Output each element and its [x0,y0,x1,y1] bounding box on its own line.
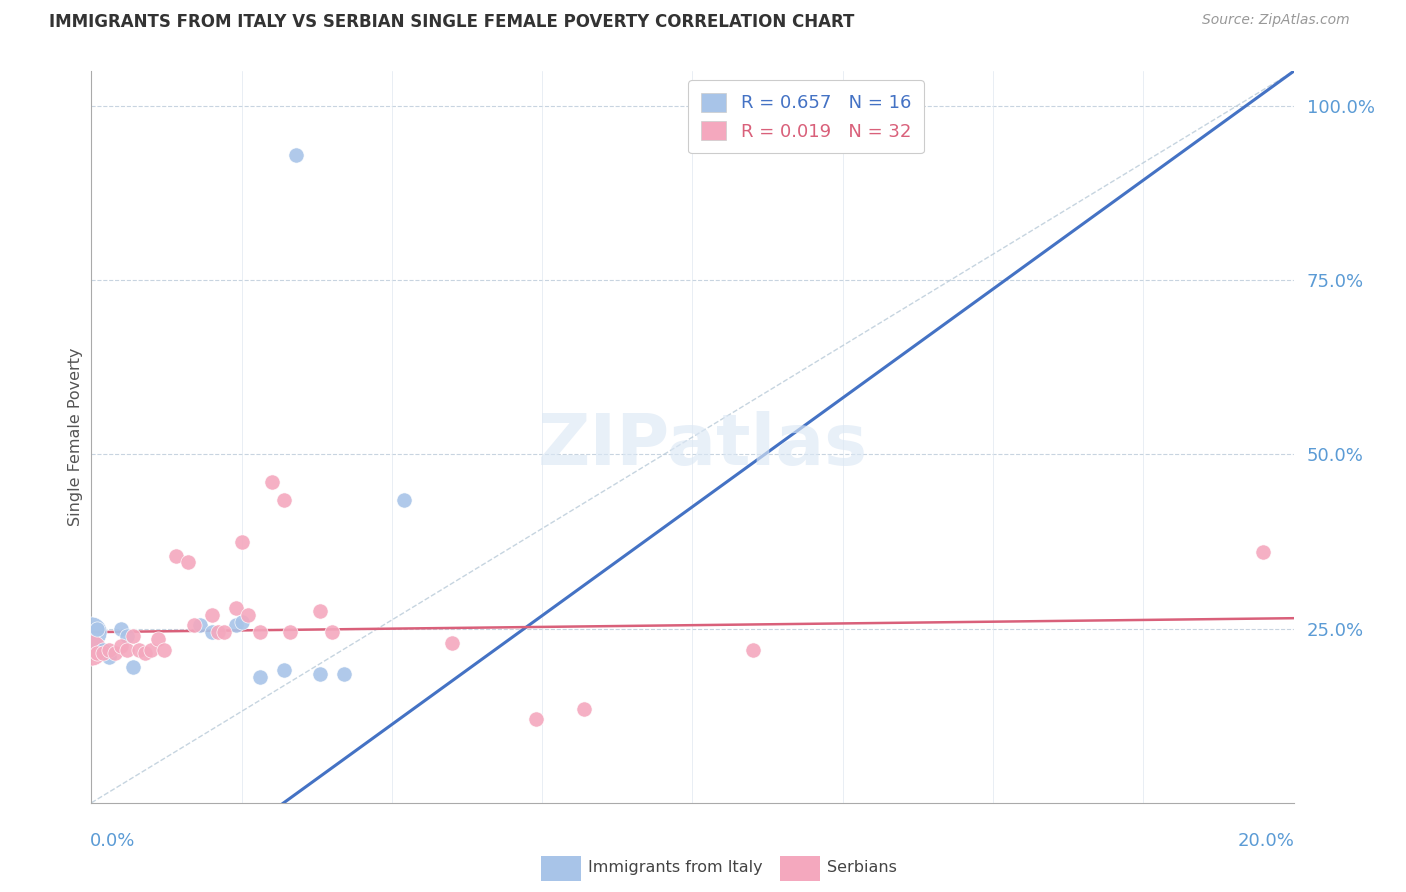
Point [141,642,163,657]
Point [440,635,463,649]
Point [201,607,224,622]
Text: 20.0%: 20.0% [1237,832,1295,850]
Point [122,660,145,674]
Point [236,607,259,622]
Point [104,646,127,660]
Point [225,618,247,632]
Point [207,625,229,640]
Legend: R = 0.657   N = 16, R = 0.019   N = 32: R = 0.657 N = 16, R = 0.019 N = 32 [689,80,924,153]
Point [98,642,121,657]
Text: 0.0%: 0.0% [90,832,135,850]
Point [308,604,330,618]
Point [741,642,763,657]
Point [93,642,115,657]
Point [93,646,115,660]
Point [122,629,145,643]
Point [134,646,156,660]
Point [273,664,295,678]
Point [98,649,121,664]
Point [333,667,356,681]
Point [249,625,271,640]
Point [117,629,139,643]
Point [146,632,169,646]
Point [176,556,198,570]
Point [392,492,415,507]
Point [80,642,103,657]
Point [86,646,108,660]
Point [110,622,132,636]
Point [165,549,187,563]
Point [231,615,253,629]
Point [278,625,301,640]
Point [152,642,174,657]
Point [86,622,108,636]
Point [574,702,596,716]
Point [110,639,132,653]
Text: Serbians: Serbians [827,860,897,874]
Point [273,492,295,507]
Text: Source: ZipAtlas.com: Source: ZipAtlas.com [1202,13,1350,28]
Point [188,618,211,632]
Text: IMMIGRANTS FROM ITALY VS SERBIAN SINGLE FEMALE POVERTY CORRELATION CHART: IMMIGRANTS FROM ITALY VS SERBIAN SINGLE … [49,13,855,31]
Point [524,712,547,726]
Point [231,534,253,549]
Point [212,625,235,640]
Point [284,148,307,162]
Point [128,642,150,657]
Text: Immigrants from Italy: Immigrants from Italy [588,860,762,874]
Point [260,475,283,490]
Y-axis label: Single Female Poverty: Single Female Poverty [67,348,83,526]
Point [321,625,343,640]
Point [1253,545,1275,559]
Point [225,600,247,615]
Point [201,625,224,640]
Text: ZIPatlas: ZIPatlas [538,411,868,481]
Point [80,625,103,640]
Point [308,667,330,681]
Point [183,618,205,632]
Point [117,642,139,657]
Point [249,670,271,684]
